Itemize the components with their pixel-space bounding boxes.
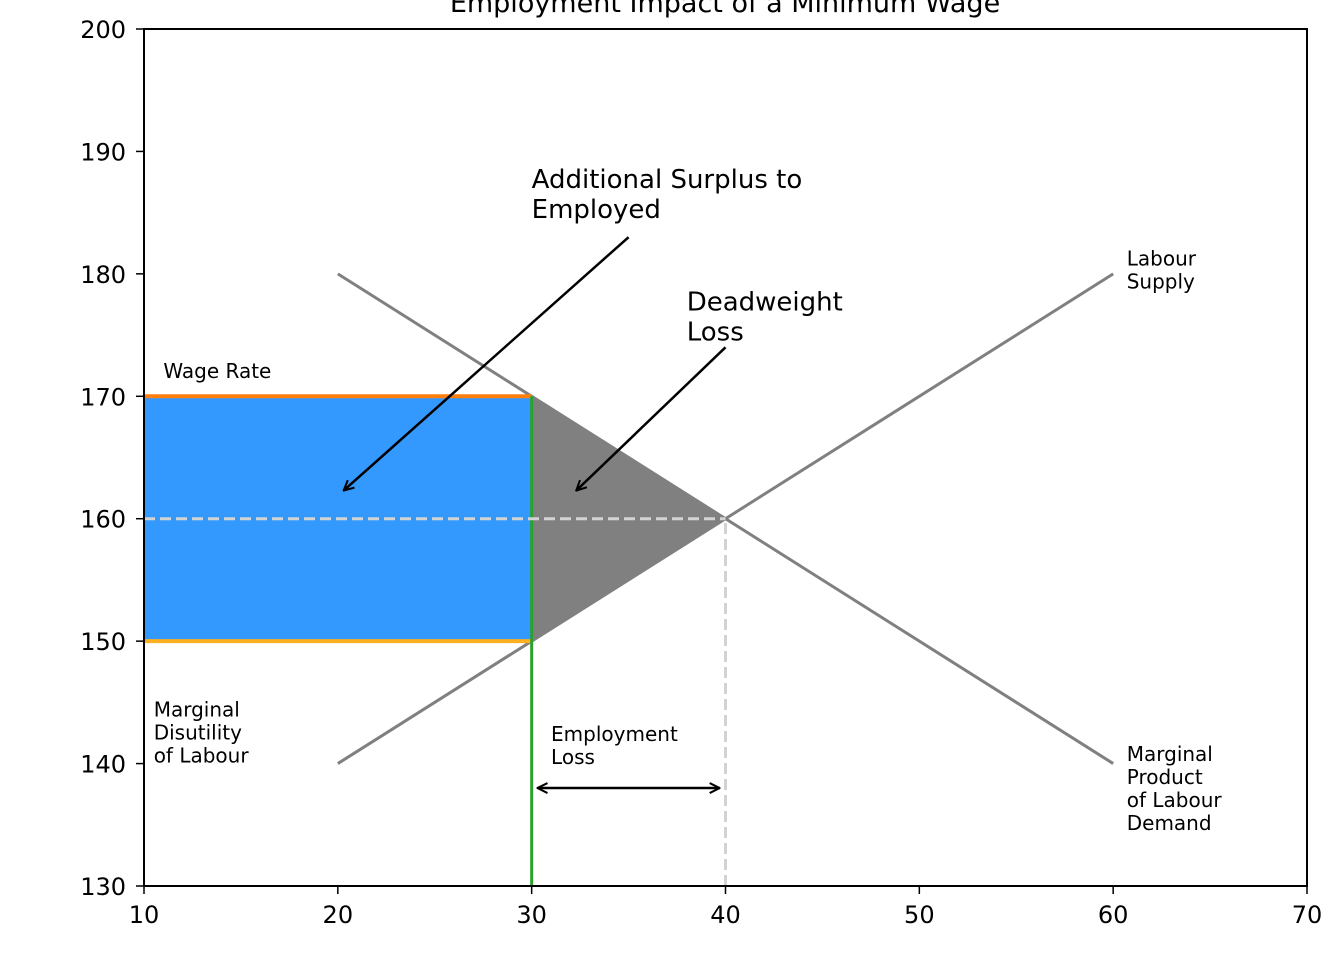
additional-surplus-annotation: Additional Surplus to Employed: [532, 165, 803, 225]
y-tick-label: 130: [80, 873, 126, 901]
plot-area: [144, 272, 1114, 886]
employment-loss-annotation: Employment Loss: [551, 722, 678, 769]
chart-title: Employment Impact of a Minimum Wage: [450, 0, 1000, 19]
x-tick-label: 60: [1098, 901, 1129, 929]
supply-curve-label: Labour Supply: [1127, 246, 1197, 293]
marginal-disutility-label: Marginal Disutility of Labour: [154, 697, 250, 767]
x-tick-label: 20: [323, 901, 354, 929]
wage-rate-label: Wage Rate: [163, 359, 271, 383]
y-tick-label: 160: [80, 506, 126, 534]
deadweight-loss-annotation: Deadweight Loss: [687, 287, 843, 347]
y-tick-label: 170: [80, 383, 126, 411]
additional-surplus-arrow: [344, 236, 630, 490]
x-tick-label: 70: [1292, 901, 1323, 929]
annotation-layer: Labour Supply Marginal Product of Labour Dema…: [154, 165, 1223, 835]
demand-curve-label: Marginal Product of Labour Demand: [1127, 742, 1223, 835]
y-tick-label: 190: [80, 138, 126, 166]
y-tick-label: 180: [80, 261, 126, 289]
x-tick-label: 50: [904, 901, 935, 929]
x-tick-label: 30: [516, 901, 547, 929]
y-axis: 130 140 150 160 170 180 190 200: [80, 16, 144, 901]
x-tick-label: 10: [129, 901, 160, 929]
y-tick-label: 140: [80, 751, 126, 779]
deadweight-loss-arrow: [576, 346, 727, 490]
x-tick-label: 40: [710, 901, 741, 929]
x-axis: 10 20 30 40 50 60 70: [129, 886, 1323, 929]
y-tick-label: 150: [80, 628, 126, 656]
y-tick-label: 200: [80, 16, 126, 44]
